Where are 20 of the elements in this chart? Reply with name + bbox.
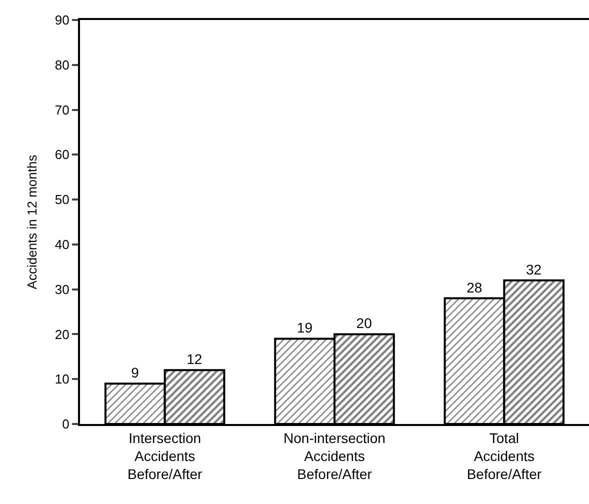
x-tick-label: Non-intersection Accidents Before/After: [284, 430, 386, 482]
y-axis-title: Accidents in 12 months: [24, 154, 40, 290]
y-tick-label: 60: [54, 147, 70, 162]
y-tick-label: 80: [54, 57, 70, 72]
x-tick-label: Intersection Accidents Before/After: [127, 430, 203, 482]
y-tick-label: 10: [54, 372, 70, 387]
data-label: 19: [296, 320, 313, 336]
data-label: 20: [356, 315, 372, 332]
y-tick-label: 90: [54, 12, 70, 28]
y-tick-label: 30: [54, 282, 70, 297]
y-tick-label: 50: [54, 192, 70, 208]
data-label: 12: [186, 351, 202, 368]
data-label: 28: [466, 279, 482, 296]
y-tick-label: 70: [54, 102, 70, 118]
y-tick-label: 20: [54, 326, 70, 342]
data-label: 32: [526, 261, 542, 278]
y-tick-label: 0: [62, 416, 70, 432]
y-tick-label: 40: [54, 236, 70, 252]
data-label: 9: [131, 364, 140, 381]
x-tick-label: Total Accidents Before/After: [466, 430, 542, 482]
